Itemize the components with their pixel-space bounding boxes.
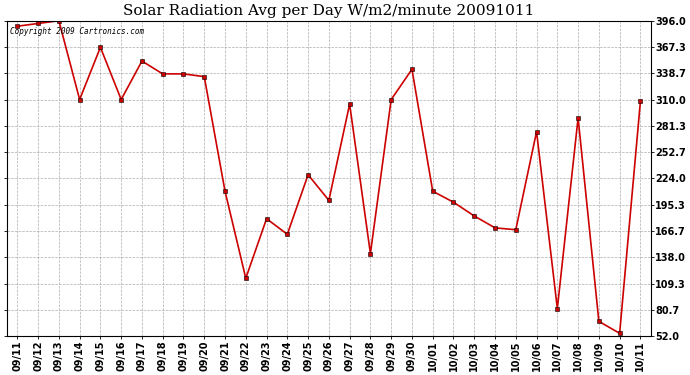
Title: Solar Radiation Avg per Day W/m2/minute 20091011: Solar Radiation Avg per Day W/m2/minute … <box>124 4 535 18</box>
Text: Copyright 2009 Cartronics.com: Copyright 2009 Cartronics.com <box>10 27 144 36</box>
